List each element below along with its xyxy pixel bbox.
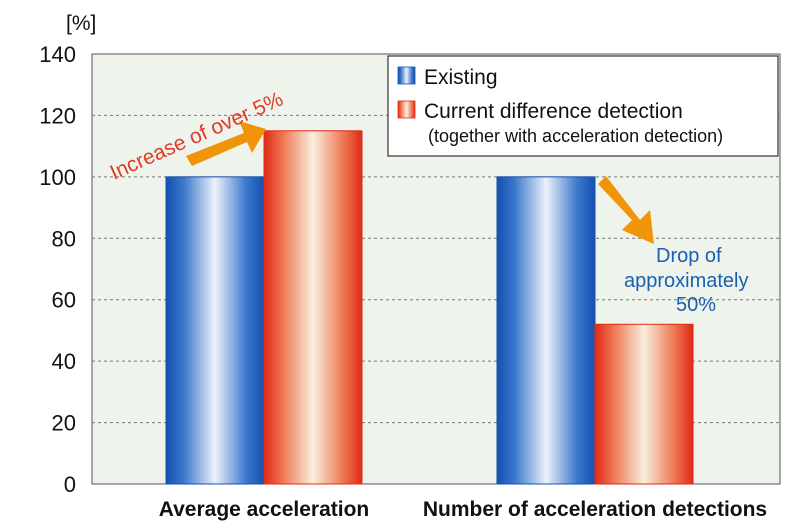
drop-arrow-icon <box>598 176 654 244</box>
increase-arrow-icon <box>186 121 266 166</box>
legend-sublabel-current: (together with acceleration detection) <box>428 126 723 146</box>
x-category-label: Number of acceleration detections <box>423 498 767 521</box>
x-axis-labels: Average acceleration Number of accelerati… <box>159 498 767 521</box>
y-tick-label: 120 <box>39 103 76 128</box>
y-tick-label: 100 <box>39 165 76 190</box>
legend: Existing Current difference detection (t… <box>387 55 779 157</box>
annotation-drop-line3: 50% <box>676 294 716 316</box>
legend-swatch-current <box>397 100 416 119</box>
annotation-drop-line1: Drop of <box>656 245 722 267</box>
y-axis: 0 20 40 60 80 100 120 140 <box>39 42 76 497</box>
bar-current-1 <box>594 323 694 485</box>
legend-label-current: Current difference detection <box>424 100 683 123</box>
y-tick-label: 0 <box>64 472 76 497</box>
x-category-label: Average acceleration <box>159 498 370 521</box>
legend-swatch-existing <box>397 66 416 85</box>
y-unit-label: [%] <box>66 12 96 35</box>
bar-existing-0 <box>165 176 265 485</box>
annotation-drop-line2: approximately <box>624 270 749 292</box>
y-tick-label: 20 <box>52 411 76 436</box>
y-tick-label: 80 <box>52 226 76 251</box>
y-tick-label: 60 <box>52 288 76 313</box>
bar-existing-1 <box>496 176 596 485</box>
bar-current-0 <box>263 130 363 485</box>
y-tick-label: 140 <box>39 42 76 67</box>
legend-label-existing: Existing <box>424 66 498 89</box>
bars <box>165 130 694 485</box>
y-tick-label: 40 <box>52 349 76 374</box>
